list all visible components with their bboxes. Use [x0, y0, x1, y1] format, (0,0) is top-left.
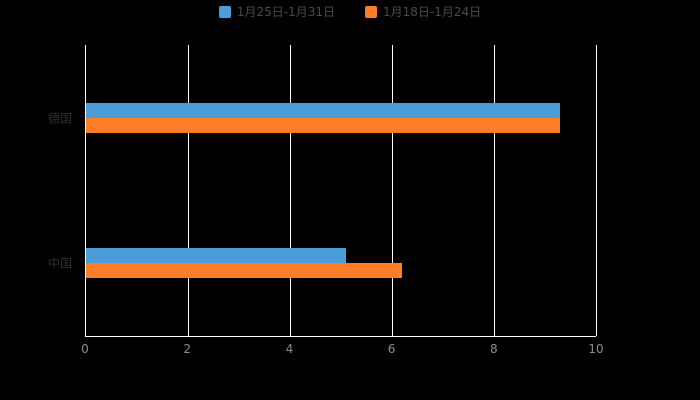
x-tick-label: 6: [387, 342, 396, 356]
gridline: [494, 45, 495, 336]
bar-series-0-category-0: [86, 102, 561, 118]
legend-label: 1月18日-1月24日: [383, 5, 482, 19]
legend-label: 1月25日-1月31日: [236, 5, 335, 19]
legend-swatch-icon: [218, 6, 231, 18]
x-tick-label: 4: [285, 342, 294, 356]
bar-group: [86, 102, 596, 133]
plot-area: 德国 中国: [48, 45, 597, 337]
bar-series-1-category-0: [86, 117, 561, 133]
legend-item[interactable]: 1月25日-1月31日: [218, 5, 335, 19]
x-tick-label: 8: [489, 342, 498, 356]
legend-swatch-icon: [365, 6, 377, 18]
series-bands: 德国 中国: [48, 45, 596, 337]
bar-group: [86, 248, 596, 279]
gridline: [290, 45, 291, 336]
gridline: [188, 45, 189, 336]
gridline: [392, 45, 393, 336]
legend-item[interactable]: 1月18日-1月24日: [365, 6, 481, 18]
x-tick-label: 0: [81, 342, 89, 356]
x-axis: 0 2 4 6 8 10: [81, 342, 603, 359]
category-band: 德国: [48, 45, 596, 191]
category-label: 中国: [47, 256, 72, 271]
bar-series-1-category-1: [86, 263, 403, 279]
x-tick-label: 10: [588, 342, 604, 356]
gridline: [596, 45, 597, 336]
category-label: 德国: [47, 111, 72, 126]
gridlines: [86, 45, 597, 336]
category-band: 中国: [48, 191, 596, 337]
bar-series-0-category-1: [86, 248, 347, 264]
x-tick-label: 2: [183, 342, 192, 356]
legend: 1月25日-1月31日 1月18日-1月24日: [0, 6, 700, 18]
